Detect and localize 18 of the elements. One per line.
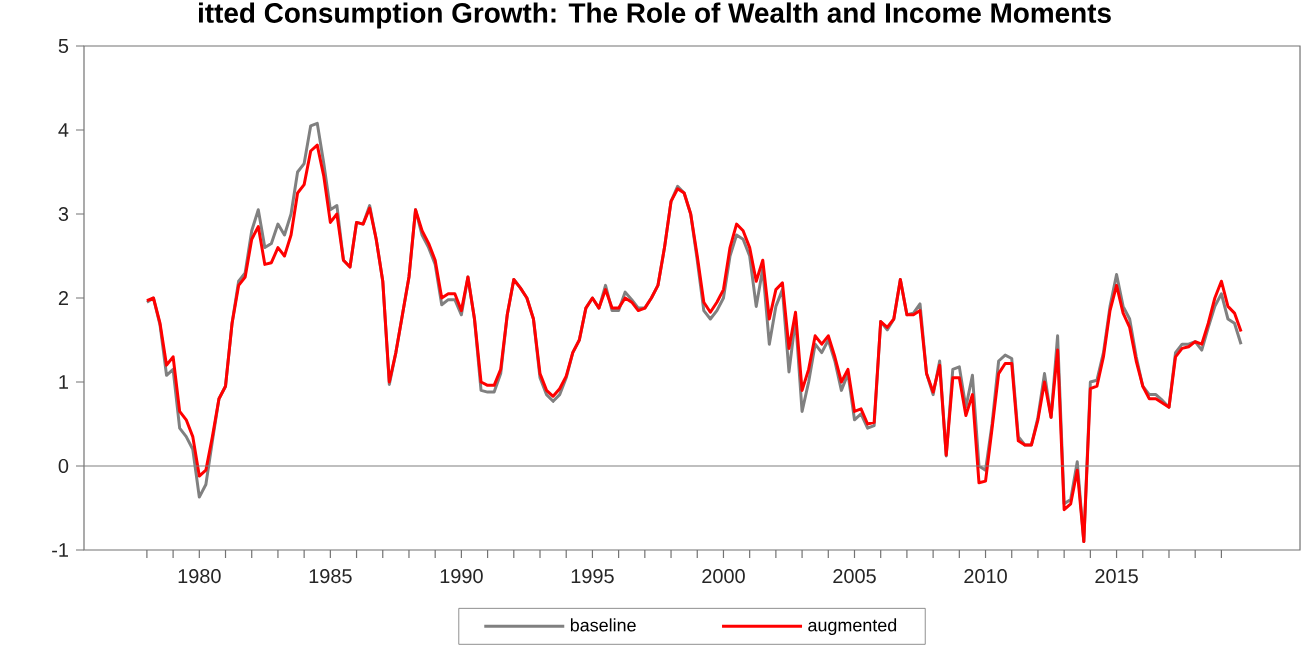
x-tick-label: 1980 — [178, 569, 221, 584]
y-tick-label: 4 — [58, 123, 69, 137]
y-tick-label: -1 — [52, 543, 69, 557]
y-tick-label: 3 — [58, 206, 69, 222]
y-tick-label: 5 — [58, 39, 69, 53]
y-tick-label: 2 — [58, 291, 68, 305]
x-tick-label: 2015 — [1095, 569, 1138, 584]
y-tick-label: 0 — [58, 458, 69, 474]
x-tick-label: 1995 — [571, 569, 614, 584]
y-tick-label: 1 — [59, 375, 69, 389]
legend-label: augmented — [808, 618, 897, 636]
chart-title: itted Consumption Growth: The Role of Wealth and Income Moments — [199, 2, 1111, 29]
x-tick-label: 1990 — [440, 569, 483, 584]
legend-label: baseline — [570, 618, 636, 632]
x-tick-label: 2000 — [702, 569, 745, 584]
x-tick-label: 2010 — [964, 569, 1007, 584]
x-tick-label: 1985 — [309, 569, 352, 584]
x-tick-label: 2005 — [833, 569, 876, 584]
